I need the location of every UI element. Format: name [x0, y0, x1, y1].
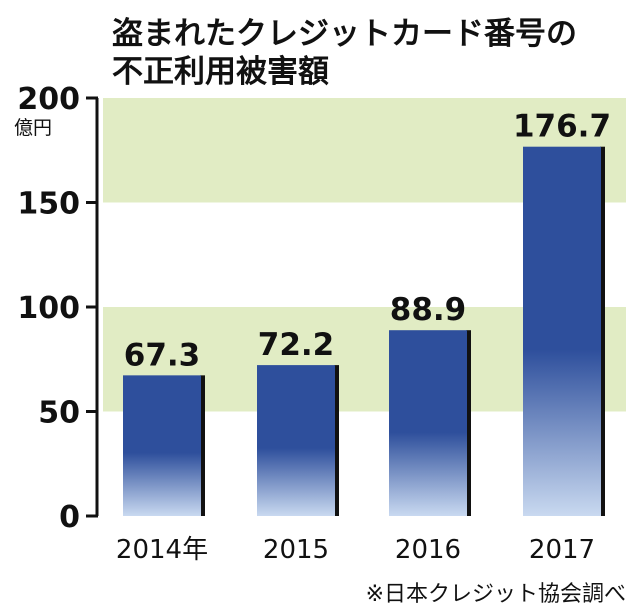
bar [523, 146, 601, 516]
bar-shadow [334, 365, 339, 516]
value-label: 88.9 [390, 292, 467, 328]
bars [123, 146, 605, 516]
bar-shadow [466, 330, 471, 516]
source-note: ※日本クレジット協会調べ [366, 582, 626, 607]
category-labels: 2014年 2015 2016 2017 [116, 535, 595, 565]
y-axis-unit: 億円 [14, 117, 52, 139]
category-label: 2017 [529, 535, 595, 565]
value-label: 72.2 [258, 327, 335, 363]
y-tick-label: 150 [17, 187, 80, 222]
y-tick-label: 50 [38, 396, 80, 431]
bar [389, 330, 467, 516]
category-label: 2015 [263, 535, 329, 565]
bar [123, 375, 201, 516]
y-tick-label: 100 [17, 291, 80, 326]
bar-shadow [600, 146, 605, 516]
value-label: 67.3 [124, 337, 201, 373]
category-label: 2016 [395, 535, 461, 565]
y-axis [86, 96, 99, 518]
bar-shadow [200, 375, 205, 516]
chart-title-line-1: 盗まれたクレジットカード番号の [112, 16, 577, 52]
y-tick-labels: 0 50 100 150 200 [17, 82, 80, 535]
category-label: 2014年 [116, 535, 208, 565]
y-tick-label: 0 [59, 500, 80, 535]
value-label: 176.7 [513, 109, 611, 145]
value-labels: 67.3 72.2 88.9 176.7 [124, 109, 611, 374]
bar [257, 365, 335, 516]
chart-title-line-2: 不正利用被害額 [112, 54, 329, 90]
y-tick-label: 200 [17, 82, 80, 117]
